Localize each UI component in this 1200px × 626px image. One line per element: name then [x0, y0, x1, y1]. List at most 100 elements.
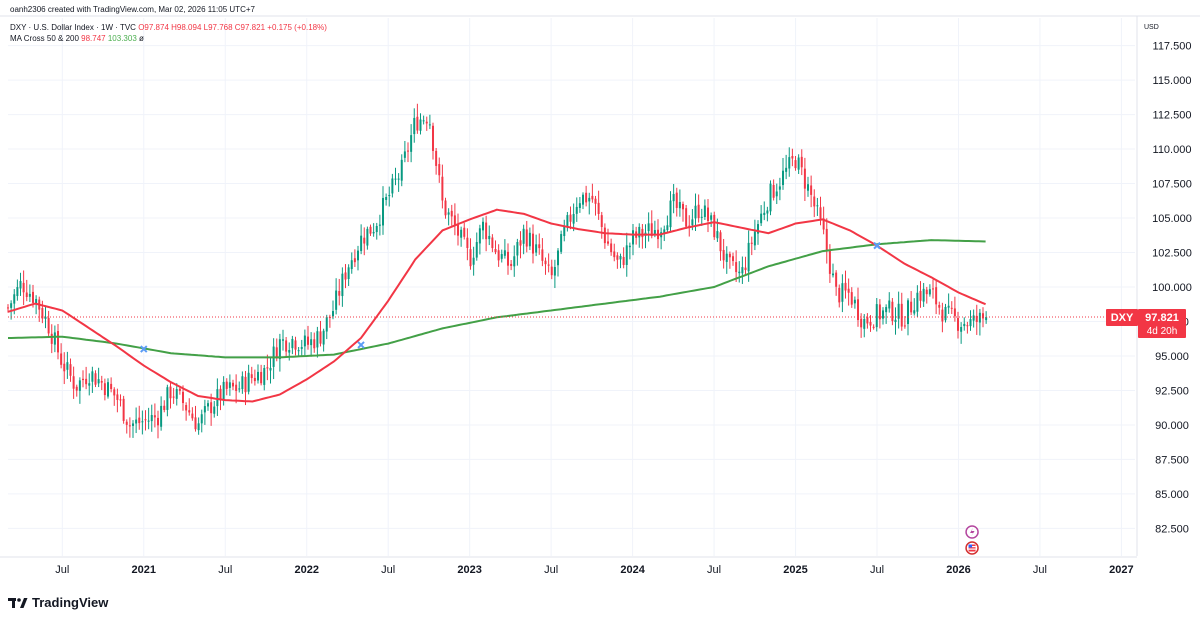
- candle-body: [763, 212, 766, 215]
- candle-body: [410, 135, 413, 152]
- candle-body: [472, 257, 475, 265]
- candle-body: [628, 245, 631, 248]
- candle-body: [691, 219, 694, 226]
- candle-body: [110, 383, 113, 390]
- candle-body: [585, 192, 588, 203]
- candle-body: [666, 225, 669, 231]
- candle-body: [300, 347, 303, 349]
- y-tick-label: 112.500: [1153, 110, 1192, 122]
- grid: [8, 18, 1135, 556]
- candle-body: [222, 381, 225, 400]
- candle-body: [722, 249, 725, 261]
- candle-body: [244, 376, 247, 393]
- candle-body: [203, 406, 206, 413]
- candle-body: [444, 200, 447, 216]
- candle-body: [350, 260, 353, 270]
- y-tick-label: 105.000: [1152, 213, 1192, 225]
- candle-body: [516, 242, 519, 256]
- candle-body: [178, 388, 181, 391]
- candle-body: [513, 256, 516, 267]
- candle-body: [10, 303, 13, 308]
- candle-body: [391, 178, 394, 194]
- y-tick-label: 85.000: [1155, 489, 1189, 501]
- candle-body: [769, 183, 772, 212]
- candle-body: [510, 263, 513, 266]
- candle-body: [416, 116, 419, 131]
- candle-body: [950, 307, 953, 309]
- candle-body: [675, 192, 678, 208]
- candle-body: [538, 244, 541, 249]
- x-tick-label: Jul: [55, 564, 69, 576]
- candle-body: [207, 403, 210, 407]
- candle-body: [728, 253, 731, 258]
- candle-body: [100, 381, 103, 383]
- candle-body: [497, 250, 500, 261]
- candle-body: [347, 267, 350, 280]
- ma50-value: 98.747: [81, 34, 106, 43]
- candle-body: [975, 315, 978, 322]
- candle-body: [897, 303, 900, 319]
- ma-legend[interactable]: MA Cross 50 & 200 98.747 103.303 ø: [10, 34, 144, 44]
- candle-body: [891, 301, 894, 322]
- candle-body: [485, 222, 488, 240]
- candle-body: [247, 372, 250, 392]
- tradingview-logo[interactable]: TradingView: [8, 595, 108, 610]
- candle-body: [569, 214, 572, 222]
- candle-body: [578, 203, 581, 208]
- event-icons[interactable]: [965, 525, 979, 555]
- candle-body: [832, 273, 835, 276]
- candle-body: [847, 288, 850, 293]
- candle-body: [866, 317, 869, 324]
- candle-body: [597, 202, 600, 214]
- price-tag-symbol: DXY: [1111, 312, 1134, 324]
- candle-body: [525, 229, 528, 247]
- x-tick-label: Jul: [1033, 564, 1047, 576]
- candle-body: [147, 420, 150, 422]
- candle-body: [441, 176, 444, 201]
- x-tick-label: 2025: [783, 564, 807, 576]
- candle-body: [182, 391, 185, 404]
- candle-body: [928, 289, 931, 295]
- currency-label[interactable]: USD: [1144, 24, 1159, 31]
- candle-body: [716, 231, 719, 239]
- candle-body: [544, 260, 547, 265]
- candle-body: [844, 282, 847, 291]
- ohlc-open: O97.874: [138, 23, 169, 32]
- candle-body: [707, 207, 710, 222]
- candle-body: [428, 124, 431, 126]
- candle-body: [172, 396, 175, 398]
- candle-body: [163, 405, 166, 410]
- price-tag-value-bg: [1138, 309, 1186, 339]
- candle-body: [122, 398, 125, 421]
- candle-body: [238, 388, 241, 390]
- candle-body: [894, 319, 897, 323]
- y-tick-label: 92.500: [1155, 385, 1189, 397]
- candle-body: [94, 373, 97, 385]
- flag-stripe-white: [968, 548, 976, 550]
- candle-body: [119, 399, 122, 401]
- candle-body: [403, 151, 406, 158]
- candle-body: [213, 406, 216, 414]
- candle-body: [935, 287, 938, 305]
- candle-body: [775, 191, 778, 197]
- candle-body: [360, 235, 363, 252]
- candle-body: [932, 288, 935, 290]
- candle-body: [947, 305, 950, 308]
- candle-body: [266, 367, 269, 369]
- candle-body: [575, 206, 578, 214]
- symbol-legend[interactable]: DXY · U.S. Dollar Index · 1W · TVC O97.8…: [10, 23, 327, 33]
- candle-body: [810, 185, 813, 195]
- candle-body: [816, 205, 819, 207]
- candle-body: [453, 215, 456, 226]
- candle-body: [519, 240, 522, 246]
- lightning-bolt-glyph: [970, 527, 975, 537]
- candle-body: [291, 338, 294, 349]
- candle-body: [541, 249, 544, 261]
- candle-body: [338, 291, 341, 296]
- candle-body: [82, 378, 85, 381]
- candle-body: [638, 226, 641, 238]
- candle-body: [363, 237, 366, 244]
- y-tick-label: 102.500: [1152, 248, 1192, 260]
